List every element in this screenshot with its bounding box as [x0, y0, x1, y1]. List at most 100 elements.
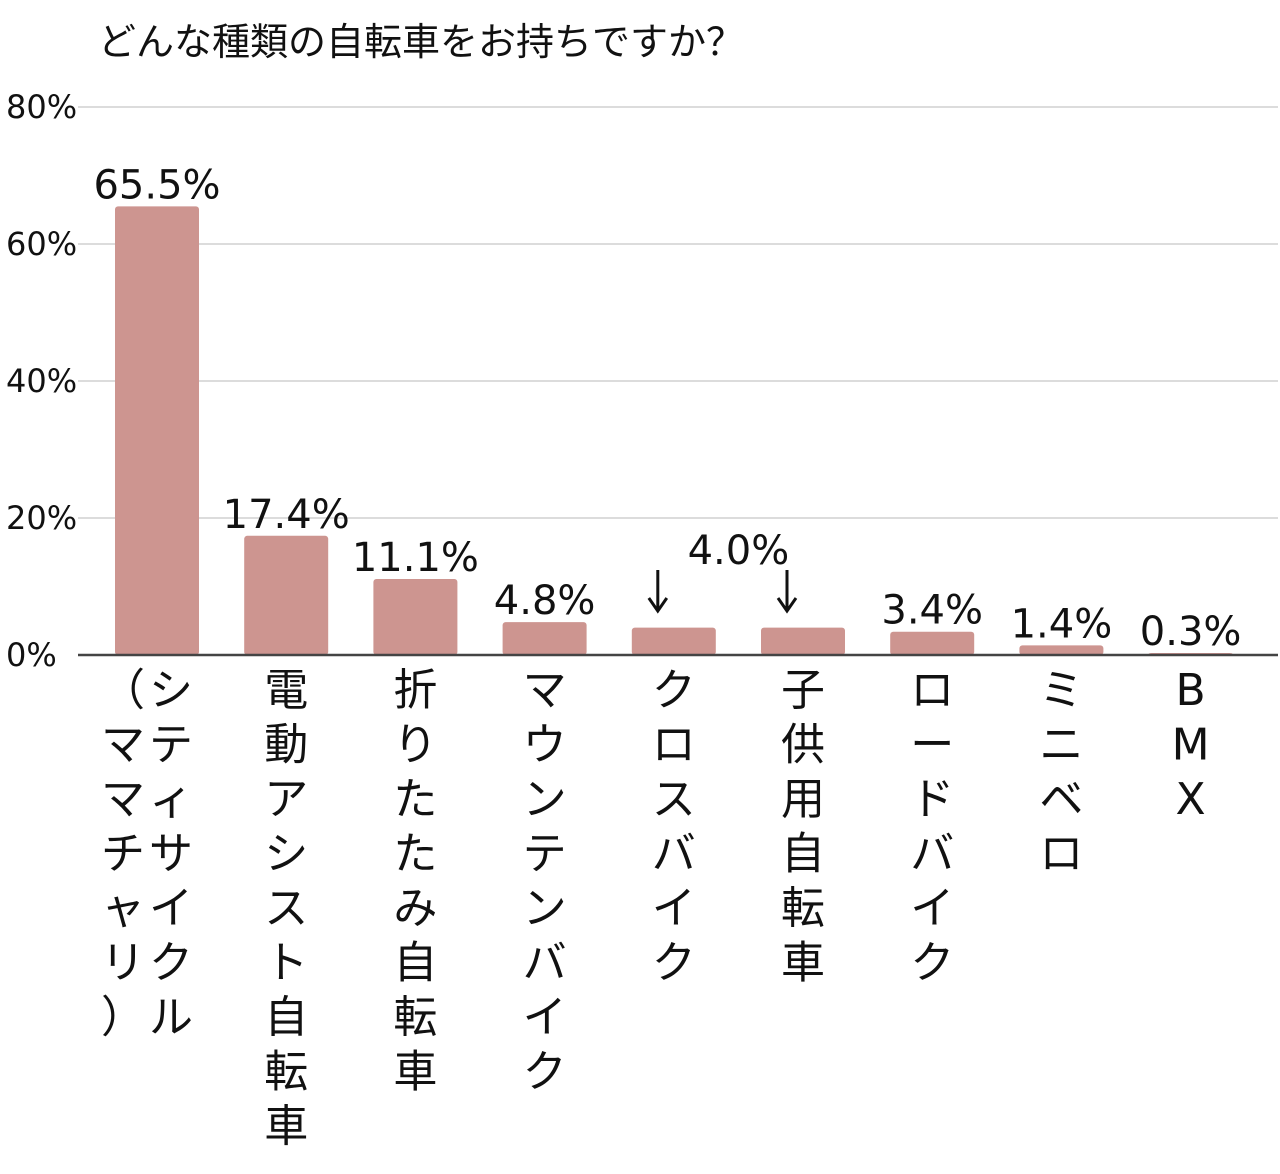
- category-char: ィ: [149, 774, 193, 825]
- category-char: バ: [910, 829, 954, 880]
- data-label: 65.5%: [93, 162, 220, 208]
- bar: [890, 631, 975, 655]
- category-char: ー: [910, 720, 954, 771]
- bar: [115, 206, 199, 655]
- category-char: た: [393, 829, 437, 880]
- category-char: シ: [149, 665, 193, 716]
- category-char: ク: [149, 938, 193, 989]
- category-char: バ: [523, 938, 567, 989]
- category-char: M: [1172, 720, 1210, 771]
- category-char: ト: [264, 938, 308, 989]
- category-char: 自: [781, 829, 825, 880]
- data-label: 11.1%: [352, 535, 479, 581]
- category-char: ス: [264, 883, 308, 934]
- category-char: マ: [101, 774, 145, 825]
- category-char: 転: [264, 1047, 308, 1098]
- category-char: リ: [101, 938, 145, 989]
- y-axis-ticks: 0% 20% 40% 60% 80%: [6, 88, 77, 674]
- category-char: 用: [781, 774, 825, 825]
- category-char: ス: [652, 774, 696, 825]
- data-labels: 65.5% 17.4%11.1% 4.8% 4.0% 3.4% 1.4% 0.3%: [93, 162, 1241, 655]
- category-char: ク: [523, 1047, 567, 1098]
- category-char: ミ: [1039, 665, 1083, 716]
- bar: [761, 627, 845, 655]
- y-tick-label: 80%: [6, 88, 77, 126]
- category-char: マ: [101, 720, 145, 771]
- category-label: BMX: [1172, 665, 1210, 825]
- category-char: チ: [101, 829, 145, 880]
- category-char: ク: [652, 665, 696, 716]
- category-char: マ: [523, 665, 567, 716]
- category-char: イ: [523, 992, 567, 1043]
- category-char: 電: [264, 665, 308, 716]
- bar: [502, 622, 587, 655]
- category-char: 動: [264, 720, 308, 771]
- data-label: 3.4%: [881, 588, 983, 634]
- gridlines: [78, 106, 1278, 519]
- y-tick-label: 0%: [6, 636, 57, 674]
- category-char: シ: [264, 829, 308, 880]
- category-char: X: [1176, 774, 1206, 825]
- data-label: 4.0%: [688, 528, 790, 574]
- bar: [244, 535, 329, 655]
- category-char: 転: [781, 883, 825, 934]
- category-char: ロ: [910, 665, 954, 716]
- category-char: テ: [523, 829, 567, 880]
- category-char: ク: [910, 938, 954, 989]
- category-char: ク: [652, 938, 696, 989]
- bar: [373, 578, 458, 655]
- category-char: 折: [393, 665, 437, 716]
- category-char: ロ: [1039, 829, 1083, 880]
- category-char: 子: [781, 665, 825, 716]
- category-char: 車: [393, 1047, 437, 1098]
- category-char: ド: [910, 774, 954, 825]
- down-arrow-icon: [776, 570, 798, 614]
- category-char: ベ: [1039, 774, 1083, 825]
- category-char: （: [101, 665, 145, 716]
- down-arrow-icon: [647, 570, 669, 614]
- category-char: 転: [393, 992, 437, 1043]
- category-char: ン: [523, 774, 567, 825]
- category-char: イ: [910, 883, 954, 934]
- chart-title: どんな種類の自転車をお持ちですか？: [98, 20, 744, 64]
- data-label: 17.4%: [223, 492, 350, 538]
- category-labels: シティサイクル（ママチャリ）電動アシスト自転車折りたたみ自転車マウンテンバイクク…: [101, 665, 1210, 1152]
- category-char: イ: [149, 883, 193, 934]
- category-char: 自: [264, 992, 308, 1043]
- category-char: B: [1176, 665, 1206, 716]
- data-label: 4.8%: [494, 578, 596, 624]
- category-char: イ: [652, 883, 696, 934]
- bar: [1019, 645, 1104, 655]
- category-char: テ: [149, 720, 193, 771]
- category-char: ル: [149, 992, 193, 1043]
- category-char: サ: [149, 829, 193, 880]
- category-char: た: [393, 774, 437, 825]
- category-char: み: [393, 883, 437, 934]
- y-tick-label: 40%: [6, 362, 77, 400]
- category-char: ン: [523, 883, 567, 934]
- category-char: り: [393, 720, 437, 771]
- category-char: ア: [264, 774, 308, 825]
- category-char: ニ: [1039, 720, 1083, 771]
- category-char: 車: [781, 938, 825, 989]
- category-char: 自: [393, 938, 437, 989]
- category-char: バ: [652, 829, 696, 880]
- category-char: ）: [101, 992, 145, 1043]
- data-label: 0.3%: [1140, 609, 1242, 655]
- category-char: ウ: [523, 720, 567, 771]
- y-tick-label: 20%: [6, 499, 77, 537]
- data-label: 1.4%: [1011, 601, 1113, 647]
- category-char: 供: [781, 720, 825, 771]
- bar: [631, 627, 716, 655]
- category-char: 車: [264, 1101, 308, 1152]
- category-char: ロ: [652, 720, 696, 771]
